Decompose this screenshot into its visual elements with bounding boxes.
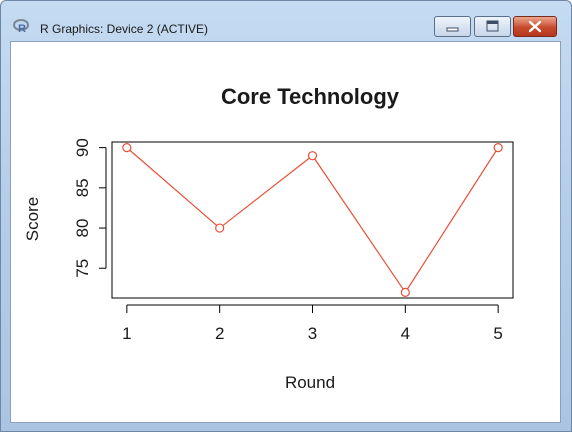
y-tick-label: 90 [73,138,92,157]
x-tick-label: 1 [122,324,131,343]
maximize-button[interactable] [474,16,511,37]
series-line-segment [314,158,404,290]
x-tick-label: 4 [401,324,410,343]
y-tick-label: 75 [73,259,92,278]
data-point-marker [307,151,318,161]
x-tick-label: 5 [493,324,502,343]
series-line-segment [406,150,497,290]
x-tick-label: 3 [308,324,317,343]
title-bar[interactable]: R R Graphics: Device 2 (ACTIVE) [1,1,571,41]
data-series [122,143,503,297]
data-point-marker [122,143,132,153]
y-axis-label: Score [23,197,42,241]
graphics-device-canvas: Core Technology 1 2 3 4 5 75 80 85 90 Round Sco… [10,41,561,423]
y-tick-label: 80 [73,219,92,238]
series-line-segment [129,149,218,226]
data-point-marker [400,287,410,297]
svg-text:R: R [18,23,26,34]
minimize-icon [446,27,459,32]
x-axis-label: Round [285,373,335,392]
close-icon [528,20,542,33]
minimize-button[interactable] [434,16,471,37]
chart-title: Core Technology [221,84,400,109]
data-point-marker [493,143,503,153]
data-point-marker [215,223,225,233]
x-tick-label: 2 [215,324,224,343]
maximize-icon [486,20,499,32]
x-axis: 1 2 3 4 5 [122,304,503,343]
line-chart: Core Technology 1 2 3 4 5 75 80 85 90 Round Sco… [23,84,514,392]
close-button[interactable] [513,16,557,37]
plot-area [111,141,514,299]
window-title: R Graphics: Device 2 (ACTIVE) [40,22,209,36]
y-tick-label: 85 [73,178,92,197]
series-line-segment [222,157,310,227]
y-axis: 75 80 85 90 [73,138,107,278]
r-logo-icon: R [13,19,29,34]
